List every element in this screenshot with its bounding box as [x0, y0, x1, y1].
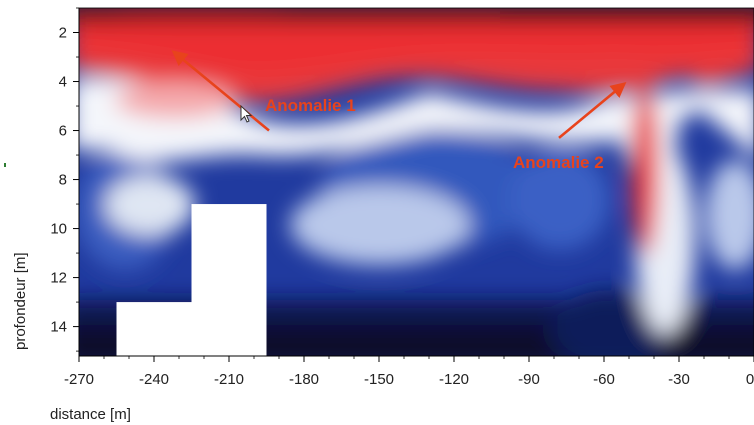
- y-axis: 2 4 6 8 10 12 14: [50, 7, 80, 356]
- x-tick-label: -240: [139, 371, 169, 388]
- annotation-arrow-2: [558, 81, 627, 139]
- y-tick-label: 4: [59, 74, 67, 91]
- x-tick-label: -60: [593, 371, 615, 388]
- y-tick-label: 12: [50, 270, 67, 287]
- y-tick-label: 6: [59, 123, 67, 140]
- y-axis-title: profondeur [m]: [12, 252, 29, 350]
- y-tick-label: 8: [59, 172, 67, 189]
- annotation-label-2: Anomalie 2: [513, 153, 604, 172]
- x-tick-label: -210: [214, 371, 244, 388]
- heatmap-field: [79, 8, 754, 356]
- x-tick-label: -90: [518, 371, 540, 388]
- x-tick-label: -270: [64, 371, 94, 388]
- y-tick-label: 14: [50, 319, 67, 336]
- y-tick-label: 10: [50, 221, 67, 238]
- x-tick-label: -150: [364, 371, 394, 388]
- annotations: Anomalie 1 Anomalie 2: [171, 50, 627, 172]
- masked-region-1: [116, 302, 192, 356]
- y-tick-label: 2: [59, 25, 67, 42]
- annotation-arrow-1: [171, 50, 270, 132]
- x-tick-label: -180: [289, 371, 319, 388]
- masked-region-0: [191, 204, 267, 356]
- stray-mark: [4, 163, 6, 167]
- mouse-cursor-icon: [240, 104, 253, 123]
- x-tick-label: 0: [746, 371, 754, 388]
- x-tick-label: -30: [668, 371, 690, 388]
- annotation-label-1: Anomalie 1: [265, 96, 356, 115]
- masked-regions: [116, 204, 267, 356]
- x-axis-title: distance [m]: [50, 406, 131, 423]
- x-tick-label: -120: [439, 371, 469, 388]
- x-axis: -270 -240 -210 -180 -150 -120 -90 -60 -30 0: [64, 355, 754, 388]
